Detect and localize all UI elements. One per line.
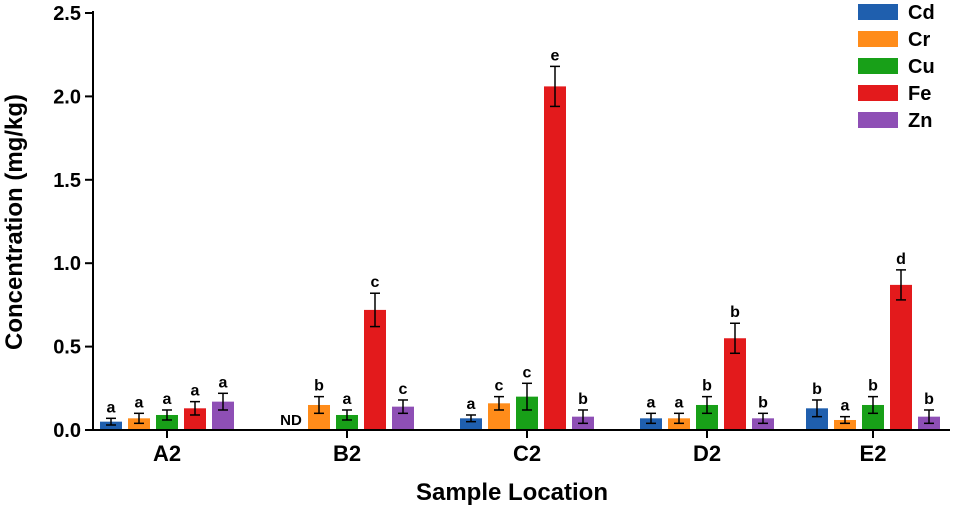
sig-label-d2-zn: b: [758, 394, 768, 411]
legend-swatch-fe: [858, 85, 898, 101]
bar-d2-fe: [724, 338, 746, 430]
x-tick-label-c2: C2: [513, 441, 541, 466]
bar-e2-cd: [806, 408, 828, 430]
legend: Cd Cr Cu Fe Zn: [858, 2, 935, 132]
sig-label-e2-fe: d: [896, 251, 906, 268]
axes-layer: 0.0 0.5 1.0 1.5 2.0 2.5 A2 B2 C2 D2 E2: [53, 3, 950, 466]
sig-label-c2-zn: b: [578, 391, 588, 408]
sig-label-b2-zn: c: [399, 381, 408, 398]
sig-label-b2-fe: c: [371, 274, 380, 291]
sig-label-d2-cu: b: [702, 378, 712, 395]
sig-label-a2-cu: a: [163, 391, 172, 408]
bars-layer: a a a a a ND b a c c a c c e b a a b b b b a b d b: [100, 47, 940, 430]
x-tick-label-b2: B2: [333, 441, 361, 466]
sig-label-c2-fe: e: [551, 47, 560, 64]
legend-label-zn: Zn: [908, 110, 932, 132]
x-axis-title: Sample Location: [416, 479, 608, 506]
legend-label-cd: Cd: [908, 2, 935, 24]
y-tick-label-0.5: 0.5: [53, 337, 81, 359]
bar-e2-cr: [834, 419, 856, 430]
sig-label-a2-fe: a: [191, 383, 200, 400]
bar-c2-cd: [460, 418, 482, 430]
sig-label-d2-cr: a: [675, 394, 684, 411]
legend-label-fe: Fe: [908, 83, 931, 105]
y-tick-label-0.0: 0.0: [53, 420, 81, 442]
sig-label-c2-cu: c: [523, 364, 532, 381]
y-tick-label-1.5: 1.5: [53, 170, 81, 192]
sig-label-d2-fe: b: [730, 304, 740, 321]
legend-label-cu: Cu: [908, 56, 935, 78]
bar-d2-cu: [696, 404, 718, 430]
bar-e2-fe: [890, 284, 912, 430]
bar-a2-zn: [212, 401, 234, 430]
bar-d2-zn: [752, 418, 774, 430]
sig-label-a2-cd: a: [107, 399, 116, 416]
sig-label-e2-zn: b: [924, 391, 934, 408]
sig-label-e2-cr: a: [841, 398, 850, 415]
bar-a2-cd: [100, 421, 122, 430]
bar-b2-fe: [364, 309, 386, 430]
legend-swatch-zn: [858, 112, 898, 128]
x-tick-label-e2: E2: [860, 441, 887, 466]
sig-label-a2-cr: a: [135, 394, 144, 411]
bar-b2-zn: [392, 406, 414, 430]
y-tick-label-2.0: 2.0: [53, 86, 81, 108]
bar-a2-cu: [156, 414, 178, 430]
bar-b2-cr: [308, 404, 330, 430]
bar-a2-fe: [184, 408, 206, 430]
sig-label-c2-cr: c: [495, 378, 504, 395]
sig-label-e2-cu: b: [868, 378, 878, 395]
bar-e2-cu: [862, 404, 884, 430]
bar-b2-cu: [336, 414, 358, 430]
bar-d2-cr: [668, 418, 690, 430]
sig-label-e2-cd: b: [812, 381, 822, 398]
bar-c2-cr: [488, 403, 510, 430]
sig-label-b2-cr: b: [314, 378, 324, 395]
nd-label-b2-cd: ND: [280, 412, 302, 429]
bar-a2-cr: [128, 418, 150, 430]
legend-swatch-cr: [858, 31, 898, 47]
sig-label-a2-zn: a: [219, 374, 228, 391]
sig-label-b2-cu: a: [343, 391, 352, 408]
sig-label-d2-cd: a: [647, 394, 656, 411]
x-tick-label-d2: D2: [693, 441, 721, 466]
y-tick-label-1.0: 1.0: [53, 253, 81, 275]
legend-label-cr: Cr: [908, 29, 930, 51]
legend-swatch-cd: [858, 4, 898, 20]
x-tick-label-a2: A2: [153, 441, 181, 466]
legend-swatch-cu: [858, 58, 898, 74]
y-tick-label-2.5: 2.5: [53, 3, 81, 25]
bar-c2-cu: [516, 396, 538, 430]
sig-label-c2-cd: a: [467, 396, 476, 413]
y-axis-title: Concentration (mg/kg): [1, 94, 28, 350]
bar-d2-cd: [640, 418, 662, 430]
bar-c2-fe: [544, 86, 566, 430]
